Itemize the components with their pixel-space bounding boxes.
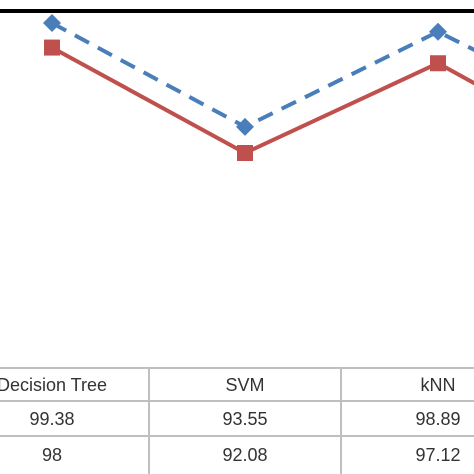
data-point-marker [429, 22, 447, 41]
series-line [51, 45, 474, 155]
series-layer [43, 14, 474, 161]
table-cell: 98.89 [415, 409, 460, 429]
data-point-marker [237, 145, 253, 161]
data-table: Decision Tree SVM kNN 99.38 93.55 98.89 … [0, 367, 474, 474]
table-cell: 99.38 [29, 409, 74, 429]
table-cell: 93.55 [222, 409, 267, 429]
table-cell: 97.12 [415, 445, 460, 465]
table-header-cell: kNN [421, 375, 456, 395]
data-point-marker [43, 14, 61, 32]
data-point-marker [430, 55, 446, 72]
table-header-cell: SVM [225, 375, 264, 395]
table-header-cell: Decision Tree [0, 375, 107, 395]
table-cell: 92.08 [222, 445, 267, 465]
data-point-marker [236, 117, 254, 136]
data-point-marker [44, 39, 60, 56]
table-cell: 98 [42, 445, 62, 465]
series-line [51, 21, 474, 129]
